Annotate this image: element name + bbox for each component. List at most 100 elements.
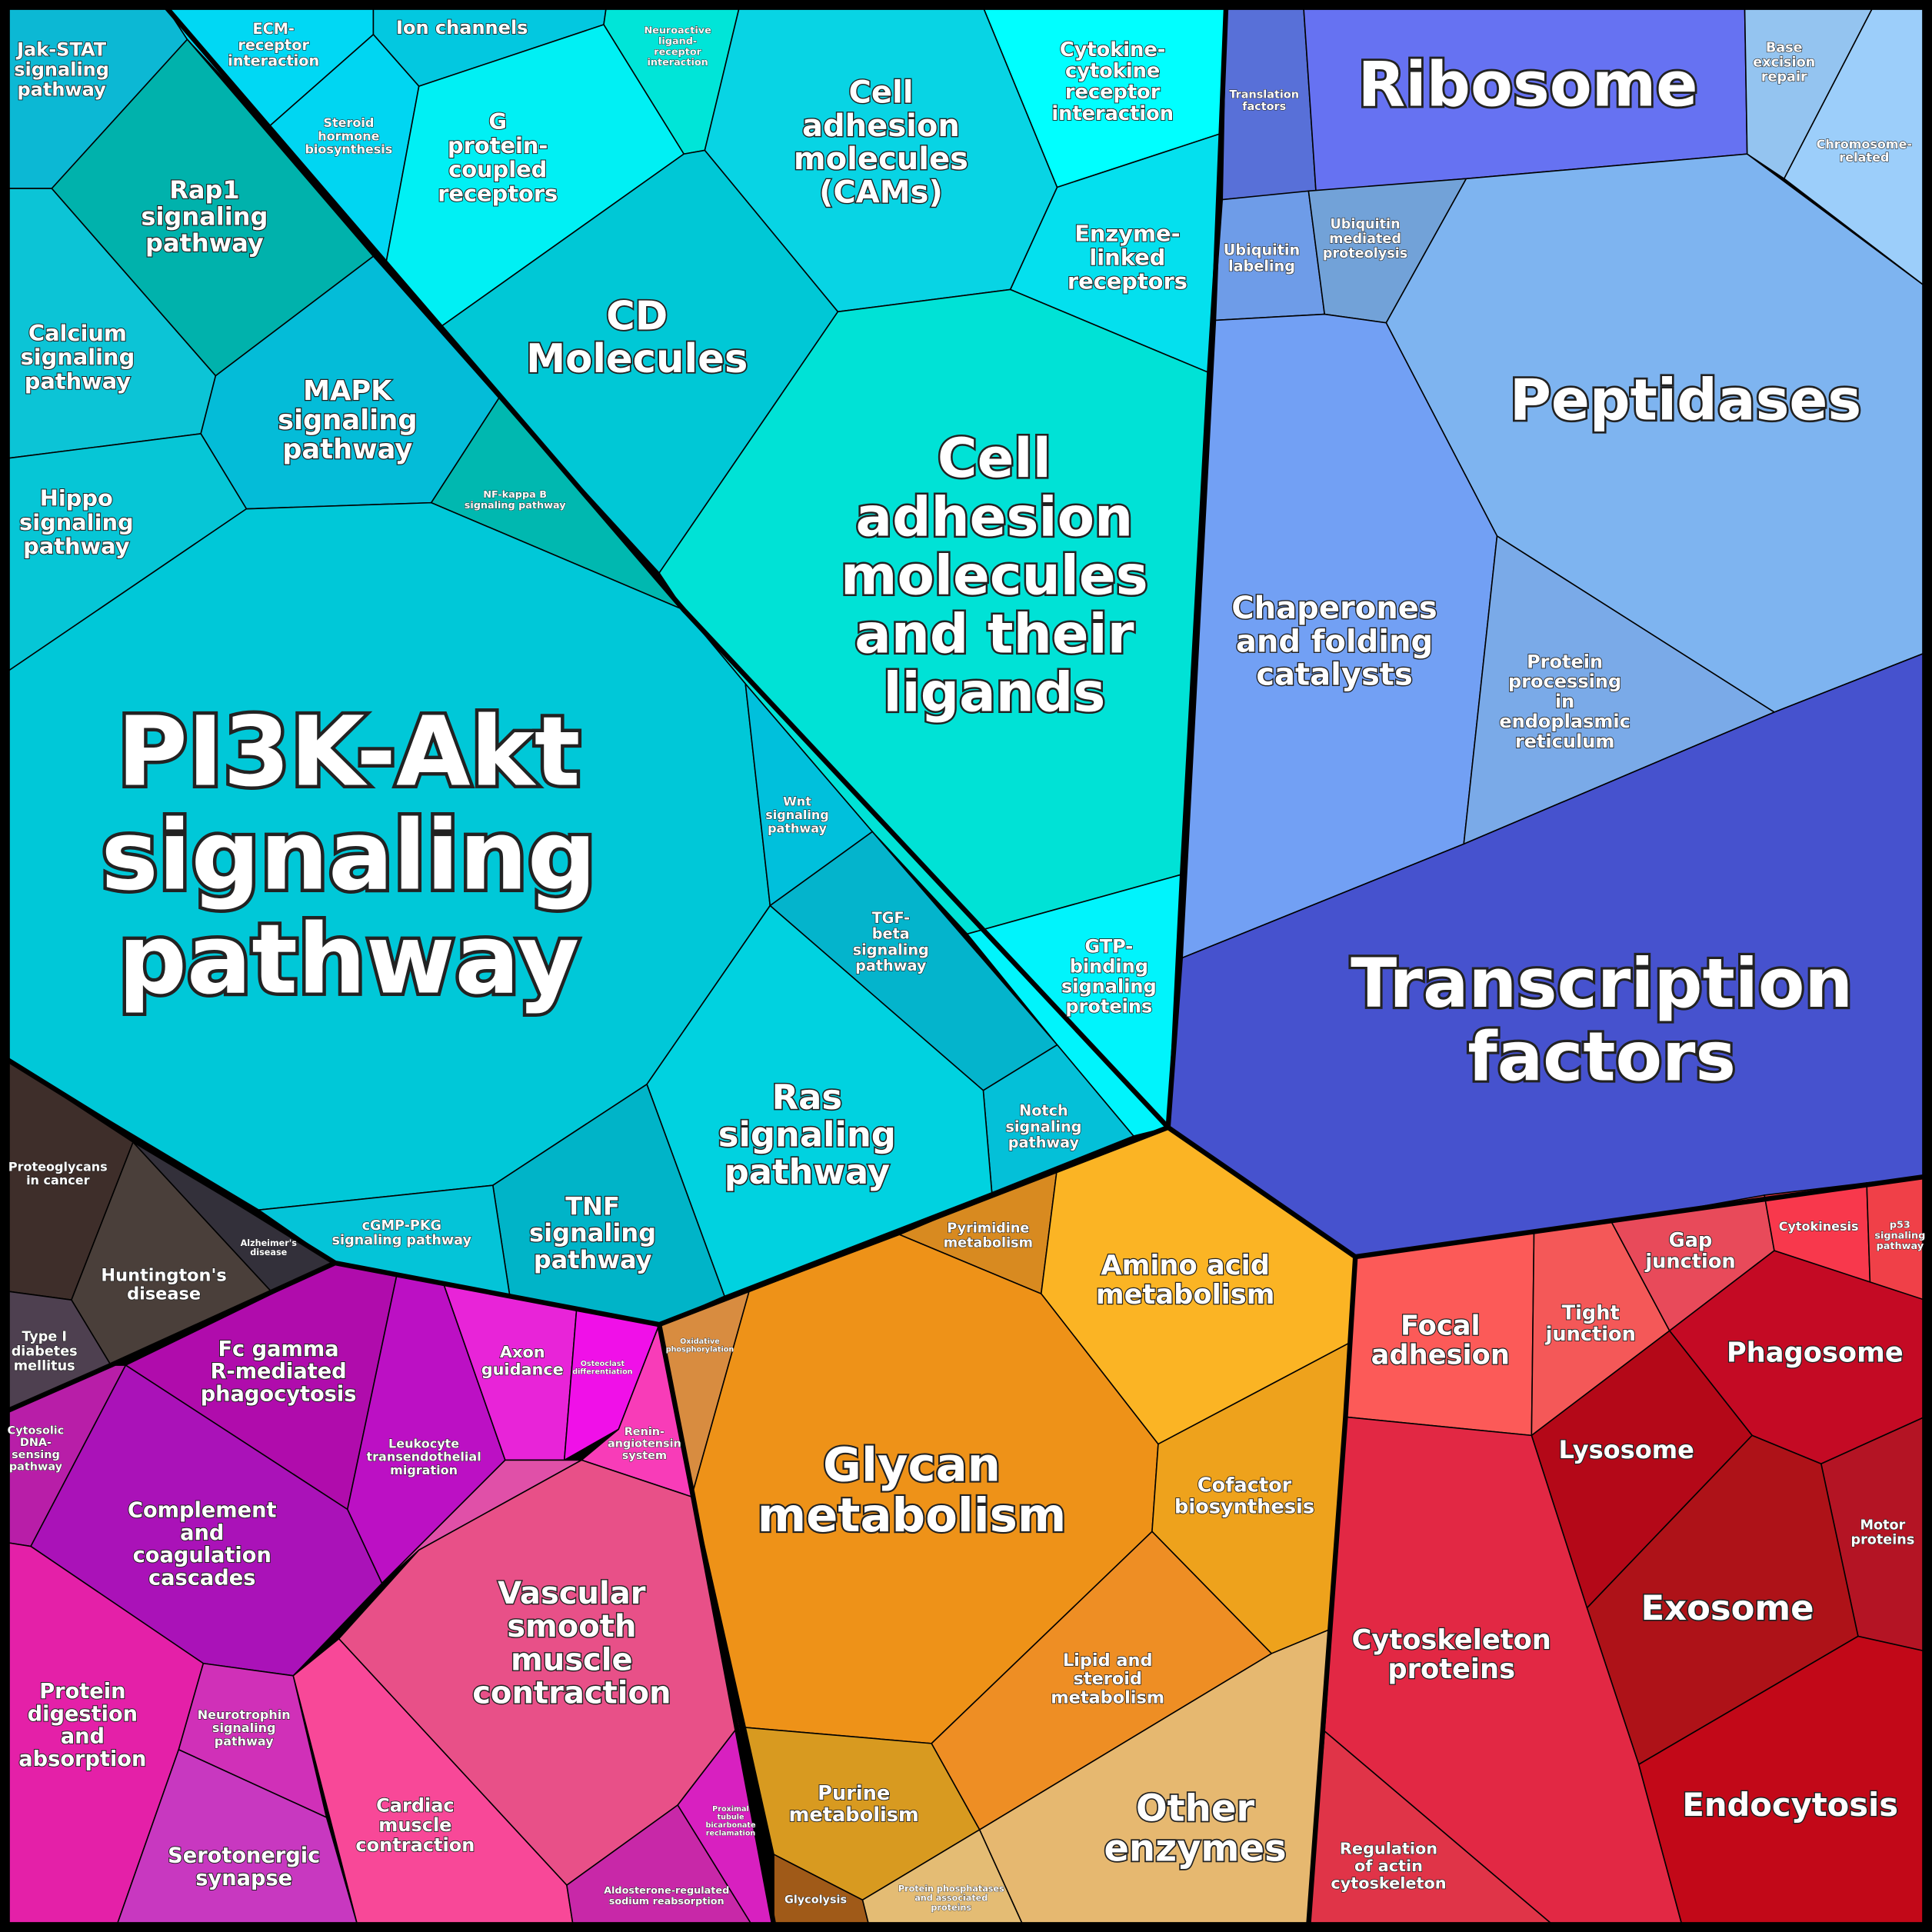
cell-label: sodium reabsorption	[609, 1896, 724, 1907]
cell-label: digestion	[28, 1702, 138, 1726]
cell-label: steroid	[1074, 1669, 1142, 1689]
cell-label: Cytokine-	[1060, 38, 1165, 62]
border	[6, 1261, 337, 1414]
cell-label: Cytoskeleton	[1352, 1624, 1551, 1656]
cell-label: Gap	[1669, 1229, 1713, 1252]
cell-label: contraction	[472, 1676, 671, 1711]
cell-label: proteins	[931, 1903, 971, 1913]
cell-label: signaling	[1061, 975, 1157, 997]
cell-label: pathway	[1877, 1241, 1924, 1252]
cell-label: ligands	[883, 661, 1105, 724]
cell-label: tubule	[718, 1814, 744, 1822]
cell-label: Cytosolic	[8, 1425, 65, 1437]
cell-label: pathway	[9, 1461, 63, 1473]
cell-label: Cell	[848, 75, 913, 111]
cell-label: GTP-	[1084, 935, 1133, 957]
cell-label: interaction	[648, 57, 708, 68]
cell-label: Focal	[1401, 1311, 1481, 1342]
cell-label: Steroid	[323, 115, 374, 130]
cell-label: signaling	[1874, 1230, 1925, 1241]
cell-label: enzymes	[1104, 1827, 1286, 1870]
cell-label: Complement	[128, 1498, 277, 1522]
cell-label: signaling	[21, 344, 135, 370]
cell-label: muscle	[511, 1642, 633, 1677]
cell-label: reclamation	[706, 1829, 756, 1837]
cell-label: excision	[1753, 55, 1815, 71]
border	[164, 5, 1171, 1130]
cell-label: muscle	[378, 1814, 451, 1836]
cell-label: molecules	[841, 544, 1148, 607]
border	[5, 1058, 1169, 1327]
cell-label: Ubiquitin	[1224, 242, 1300, 259]
cell-label: Rap1	[169, 175, 240, 205]
cell-label: receptor	[238, 36, 309, 54]
cell-label: and	[180, 1521, 224, 1545]
cell-label: Amino acid	[1101, 1250, 1270, 1281]
cell-label: pathway	[282, 434, 412, 465]
cell-label: Pyrimidine	[947, 1221, 1029, 1236]
cell-label: Huntington's	[101, 1265, 226, 1285]
cell-label: Regulation	[1340, 1840, 1437, 1858]
cell-label: Glycolysis	[784, 1894, 847, 1906]
cell-label: related	[1839, 150, 1889, 165]
cell-label: differentiation	[572, 1367, 632, 1376]
cell-label: Exosome	[1641, 1587, 1814, 1628]
cell-label: p53	[1890, 1220, 1910, 1231]
cell-label: Translation	[1229, 89, 1299, 102]
cell-label: system	[622, 1450, 667, 1462]
cell-label: phosphorylation	[666, 1346, 734, 1354]
cell-label: Protein	[39, 1680, 125, 1704]
cell-label: guidance	[481, 1361, 564, 1379]
cell-label: metabolism	[944, 1235, 1033, 1251]
cell-label: proteolysis	[1323, 246, 1407, 261]
cell-label: absorption	[18, 1747, 146, 1771]
cell-label: and their	[854, 603, 1134, 666]
cell-label: disease	[127, 1284, 201, 1304]
cell-label: TGF-	[872, 909, 910, 927]
cell-label: proteins	[1851, 1532, 1915, 1547]
cell-label: adhesion	[802, 108, 960, 144]
cell-label: Protein	[1527, 651, 1603, 672]
cell-label: junction	[1644, 1251, 1735, 1274]
cell-label: sensing	[12, 1449, 60, 1461]
cell-label: signaling	[19, 509, 134, 535]
border	[1165, 7, 1229, 1128]
cell-label: pathway	[118, 904, 580, 1016]
cell-label: synapse	[195, 1867, 292, 1890]
cell-label: contraction	[355, 1834, 475, 1856]
cell-label: cGMP-PKG	[362, 1218, 441, 1234]
cell-label: pathway	[25, 368, 132, 394]
cell-label: Renin-	[625, 1426, 665, 1438]
cell-label: pathway	[17, 78, 106, 100]
cell-label: Peptidases	[1510, 368, 1861, 433]
cell-label: proteins	[1387, 1654, 1515, 1685]
cell-label: Purine	[818, 1782, 890, 1805]
cell-label: signaling pathway	[332, 1233, 472, 1248]
cell-label: pathway	[724, 1151, 890, 1192]
cell-label: pathway	[855, 957, 927, 974]
cell-label: coupled	[448, 156, 547, 182]
cell-label: Other	[1136, 1787, 1255, 1830]
cell-label: Serotonergic	[168, 1844, 320, 1867]
cell-label: phagocytosis	[201, 1383, 357, 1407]
cell-label: linked	[1089, 244, 1165, 270]
cell-label: factors	[1242, 101, 1286, 113]
cell-label: mellitus	[14, 1358, 75, 1374]
cell-label: pathway	[215, 1734, 274, 1748]
cell-label: signaling	[765, 808, 829, 822]
cell-label: metabolism	[789, 1804, 919, 1827]
cell-label: cytoskeleton	[1331, 1874, 1446, 1893]
cell-label: Ion channels	[396, 17, 528, 38]
cell-label: Cell	[938, 427, 1051, 490]
cell-label: metabolism	[1096, 1279, 1275, 1311]
cell-label: Chromosome-	[1817, 137, 1912, 152]
cell-label: signaling	[278, 405, 418, 436]
cell-label: Neurotrophin	[198, 1707, 291, 1722]
cell-label: Aldosterone-regulated	[604, 1885, 729, 1897]
cell-label: Phagosome	[1727, 1337, 1904, 1369]
cell-label: biosynthesis	[1174, 1495, 1314, 1518]
cell-label: DNA-	[20, 1437, 52, 1449]
cell-label: Calcium	[28, 320, 127, 346]
